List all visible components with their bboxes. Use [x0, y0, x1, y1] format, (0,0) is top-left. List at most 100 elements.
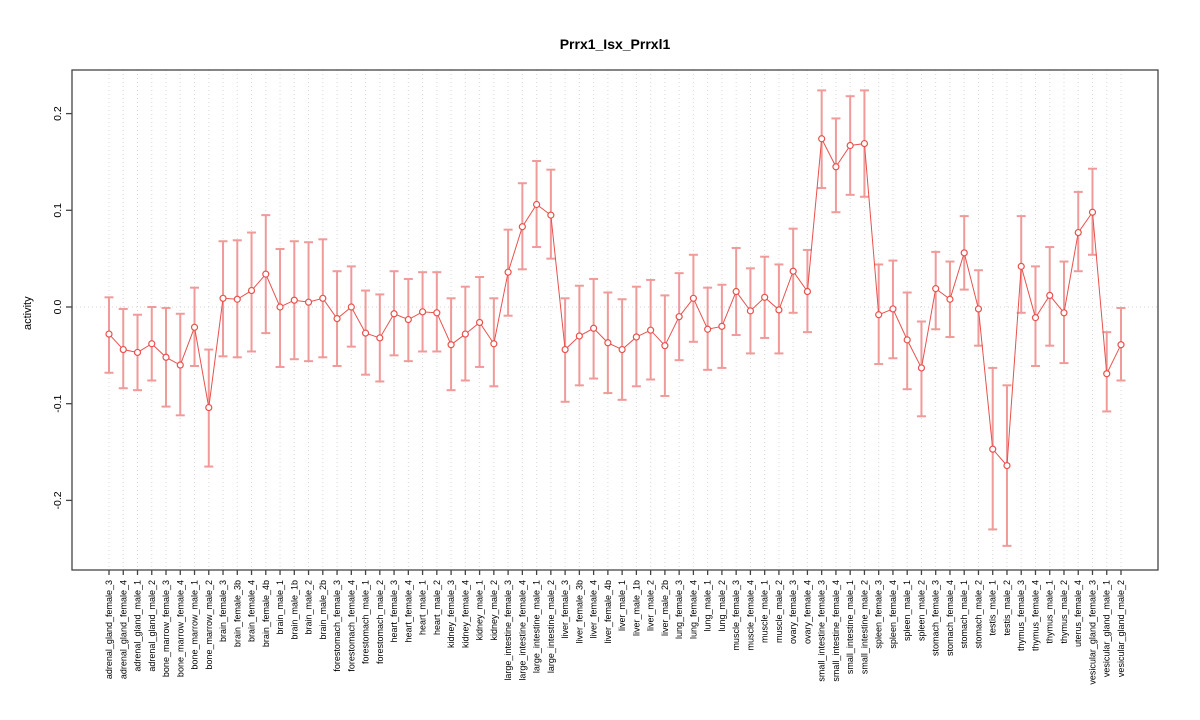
data-points [105, 135, 1125, 470]
x-category-label: spleen_male_2 [916, 580, 926, 641]
data-point [361, 329, 370, 337]
x-category-label: adrenal_gland_male_1 [133, 580, 143, 672]
data-point [917, 364, 926, 372]
x-category-label: thymus_male_2 [1059, 580, 1069, 644]
data-point [518, 223, 526, 231]
data-point [133, 348, 142, 357]
x-category-label: thymus_male_1 [1045, 580, 1055, 644]
data-point [803, 287, 812, 296]
x-category-label: liver_male_2 [646, 580, 656, 631]
x-category-label: heart_male_2 [432, 580, 442, 635]
x-category-label: bone_marrow_male_2 [204, 580, 214, 670]
data-point [618, 345, 626, 354]
data-point [989, 445, 997, 453]
data-point [347, 303, 355, 311]
x-category-label: heart_female_3 [389, 580, 399, 643]
x-axis: adrenal_gland_female_3 adrenal_gland_fema… [104, 570, 1126, 685]
x-category-label: small_intestine_male_1 [845, 580, 855, 674]
data-point [974, 305, 983, 313]
x-category-label: brain_female_4b [261, 580, 271, 647]
data-point [889, 305, 897, 313]
x-category-label: brain_female_3 [218, 580, 228, 642]
data-point [932, 285, 940, 293]
data-point [205, 403, 213, 412]
x-category-label: vesicular_gland_male_1 [1102, 580, 1112, 677]
x-category-label: heart_male_1 [418, 580, 428, 635]
y-tick-label: -0.2 [52, 491, 64, 509]
x-category-label: liver_female_4 [589, 580, 599, 639]
data-point [319, 294, 327, 302]
data-point [1046, 291, 1054, 299]
y-tick-label: -0.1 [52, 394, 64, 412]
data-point [960, 249, 968, 257]
x-category-label: small_intestine_female_3 [817, 580, 827, 682]
y-axis-title: activity [22, 296, 34, 330]
data-point [547, 211, 555, 219]
data-point [1003, 461, 1011, 470]
data-point [404, 315, 412, 324]
x-category-label: thymus_female_4 [1030, 580, 1040, 651]
x-category-label: lung_male_1 [703, 580, 713, 632]
data-point [219, 294, 227, 302]
x-category-label: large_intestine_male_1 [532, 580, 542, 673]
y-tick-label: 0.1 [52, 203, 64, 218]
data-point [119, 345, 127, 354]
data-point [675, 313, 683, 321]
data-point [105, 330, 113, 338]
x-category-label: uterus_female_4 [1073, 580, 1083, 647]
data-point [475, 318, 484, 327]
x-category-label: forestomach_male_1 [361, 580, 371, 664]
x-category-label: kidney_male_2 [489, 580, 499, 641]
x-category-label: brain_male_1 [275, 580, 285, 635]
x-category-label: liver_female_3 [560, 580, 570, 639]
data-point [732, 287, 740, 296]
data-point [504, 268, 512, 276]
x-category-label: vesicular_gland_female_3 [1087, 580, 1097, 685]
x-category-label: liver_male_1b [631, 580, 641, 636]
data-point [304, 298, 313, 306]
x-category-label: kidney_male_1 [475, 580, 485, 641]
x-category-label: small_intestine_female_4 [831, 580, 841, 682]
data-point [162, 353, 170, 361]
data-point [1060, 309, 1068, 317]
x-category-label: adrenal_gland_male_2 [147, 580, 157, 672]
error-bars [104, 89, 1126, 547]
data-point [433, 309, 441, 317]
plot-box [71, 69, 1159, 571]
x-category-label: testis_male_2 [1002, 580, 1012, 636]
data-point [390, 310, 398, 318]
gridlines [108, 70, 1122, 570]
x-category-label: lung_female_3 [674, 580, 684, 639]
series-line [108, 136, 1122, 467]
data-point [689, 294, 697, 302]
data-point [233, 295, 241, 303]
data-point [490, 340, 498, 348]
x-category-label: brain_female_3b [232, 580, 242, 647]
x-category-label: bone_marrow_female_4 [175, 580, 185, 677]
data-point [575, 332, 583, 340]
data-point [418, 308, 427, 316]
x-category-label: spleen_male_1 [902, 580, 912, 641]
x-category-label: forestomach_male_2 [375, 580, 385, 664]
data-point [647, 326, 655, 334]
x-category-label: adrenal_gland_female_3 [104, 580, 114, 679]
data-point [860, 139, 869, 148]
x-category-label: brain_female_4 [247, 580, 257, 642]
x-category-label: liver_male_2b [660, 580, 670, 636]
data-point [247, 286, 256, 295]
data-point [376, 334, 384, 342]
data-point [461, 330, 469, 338]
y-axis: -0.2 -0.1 0.0 0.1 0.2 [52, 106, 72, 509]
data-point [262, 270, 270, 278]
x-category-label: adrenal_gland_female_4 [118, 580, 128, 679]
data-point [1017, 262, 1025, 270]
data-point [818, 135, 826, 143]
x-category-label: stomach_male_2 [973, 580, 983, 649]
data-point [946, 295, 954, 303]
x-category-label: large_intestine_male_2 [546, 580, 556, 673]
x-category-label: kidney_female_3 [446, 580, 456, 648]
x-category-label: stomach_female_4 [945, 580, 955, 656]
x-category-label: thymus_female_3 [1016, 580, 1026, 651]
